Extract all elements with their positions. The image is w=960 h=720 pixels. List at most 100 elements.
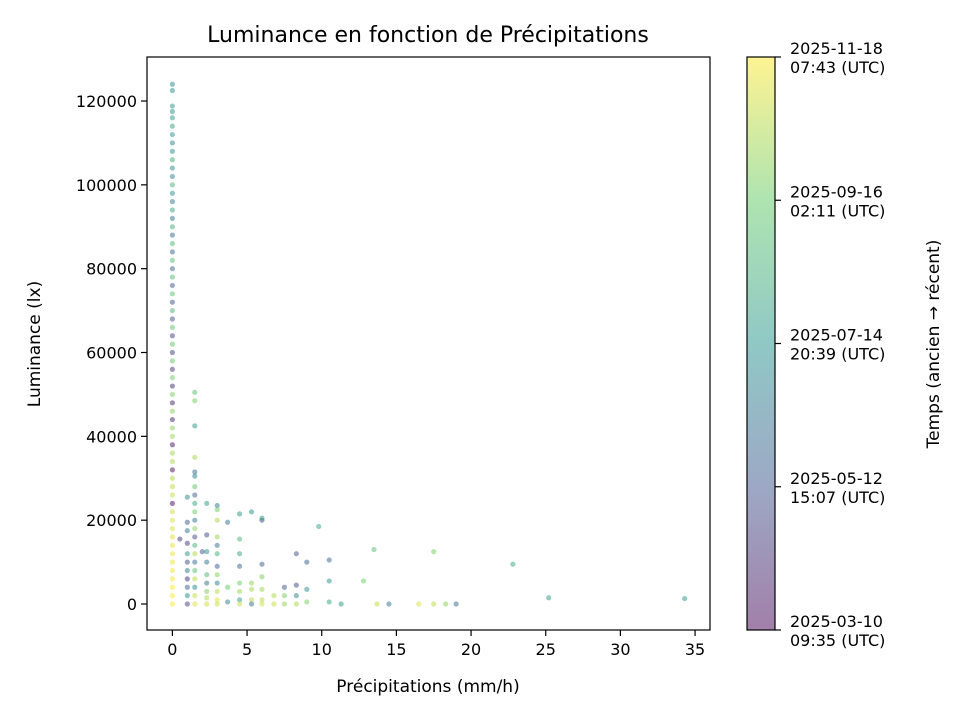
data-point xyxy=(259,574,265,580)
data-point xyxy=(259,515,265,521)
plot-area: 0 5 10 15 20 25 30 35 0 20000 40000 60000 80000 1000… xyxy=(76,56,711,659)
data-point xyxy=(169,559,175,565)
data-point xyxy=(204,500,210,507)
data-point xyxy=(192,500,198,507)
colorbar-tick-label: 2025-03-10 09:35 (UTC) xyxy=(790,612,885,650)
data-point xyxy=(169,333,175,339)
data-point xyxy=(169,140,175,146)
data-point xyxy=(169,349,175,356)
x-axis-label: Précipitations (mm/h) xyxy=(336,677,519,697)
data-point xyxy=(281,601,287,607)
data-point xyxy=(326,599,332,605)
data-point xyxy=(184,584,190,590)
data-point xyxy=(443,601,449,607)
data-point xyxy=(169,81,175,87)
data-point xyxy=(169,400,175,406)
y-axis-label: Luminance (lx) xyxy=(25,281,45,407)
data-point xyxy=(169,525,175,532)
data-point xyxy=(169,492,175,498)
data-point xyxy=(169,433,175,439)
data-point xyxy=(192,484,198,490)
data-point xyxy=(214,580,220,586)
data-point xyxy=(169,341,175,347)
data-point xyxy=(169,87,175,94)
data-point xyxy=(204,588,210,595)
data-point xyxy=(169,266,175,272)
data-point xyxy=(682,595,688,602)
data-point xyxy=(169,408,175,414)
data-point xyxy=(169,534,175,540)
data-point xyxy=(304,586,310,592)
data-point xyxy=(169,291,175,297)
colorbar: 2025-03-10 09:35 (UTC) 2025-05-12 15:07 (UT… xyxy=(746,39,885,650)
data-point xyxy=(214,502,220,509)
data-point xyxy=(169,108,175,115)
data-point xyxy=(169,316,175,322)
data-point xyxy=(293,551,299,557)
data-point xyxy=(184,593,190,599)
data-point xyxy=(386,601,392,607)
data-point xyxy=(192,559,198,565)
data-point xyxy=(214,517,220,523)
data-point xyxy=(248,597,255,603)
data-point xyxy=(169,366,175,372)
data-point xyxy=(236,588,243,595)
colorbar-tick-label: 2025-09-16 02:11 (UTC) xyxy=(790,182,885,220)
data-point xyxy=(169,576,175,582)
data-point xyxy=(371,546,377,553)
data-point xyxy=(184,551,190,557)
data-point xyxy=(236,536,243,542)
data-point xyxy=(169,190,175,196)
data-point xyxy=(214,534,220,540)
data-point xyxy=(169,103,175,109)
x-axis-ticks: 0 5 10 15 20 25 30 35 xyxy=(167,630,705,659)
data-point xyxy=(169,500,175,507)
data-point xyxy=(169,257,175,263)
data-point xyxy=(248,586,255,592)
data-point xyxy=(304,599,310,605)
data-point xyxy=(169,307,175,314)
data-point xyxy=(326,557,332,563)
data-point xyxy=(326,578,332,584)
data-point xyxy=(248,601,255,607)
data-point xyxy=(169,199,175,205)
data-point xyxy=(293,593,299,599)
data-point xyxy=(169,551,175,557)
data-point xyxy=(304,559,310,565)
data-point xyxy=(214,597,220,603)
data-point xyxy=(236,601,243,607)
data-point xyxy=(169,509,175,515)
data-point xyxy=(169,584,175,590)
data-point xyxy=(169,173,175,180)
data-point xyxy=(204,549,210,555)
data-point xyxy=(374,601,380,607)
data-point xyxy=(169,601,175,607)
data-point xyxy=(184,567,190,574)
data-point xyxy=(192,534,198,540)
data-point xyxy=(169,484,175,490)
data-point xyxy=(431,549,437,555)
data-point xyxy=(236,580,243,586)
data-point xyxy=(169,157,175,163)
data-point xyxy=(184,494,190,500)
data-point xyxy=(204,559,210,565)
data-point xyxy=(192,525,198,532)
data-point xyxy=(192,492,198,498)
data-point xyxy=(169,467,175,473)
data-point xyxy=(169,148,175,154)
data-point xyxy=(214,507,220,513)
data-point xyxy=(169,542,175,548)
data-point xyxy=(199,549,205,555)
data-point xyxy=(192,389,198,395)
data-point xyxy=(169,416,175,423)
data-point xyxy=(453,601,459,607)
data-point xyxy=(214,563,220,569)
data-point xyxy=(169,358,175,364)
data-point xyxy=(192,551,198,557)
data-point xyxy=(169,182,175,188)
colorbar-tick-label: 2025-11-18 07:43 (UTC) xyxy=(790,39,885,77)
data-point xyxy=(214,572,220,578)
data-point xyxy=(259,601,265,607)
data-point xyxy=(169,232,175,238)
data-point xyxy=(184,519,190,525)
